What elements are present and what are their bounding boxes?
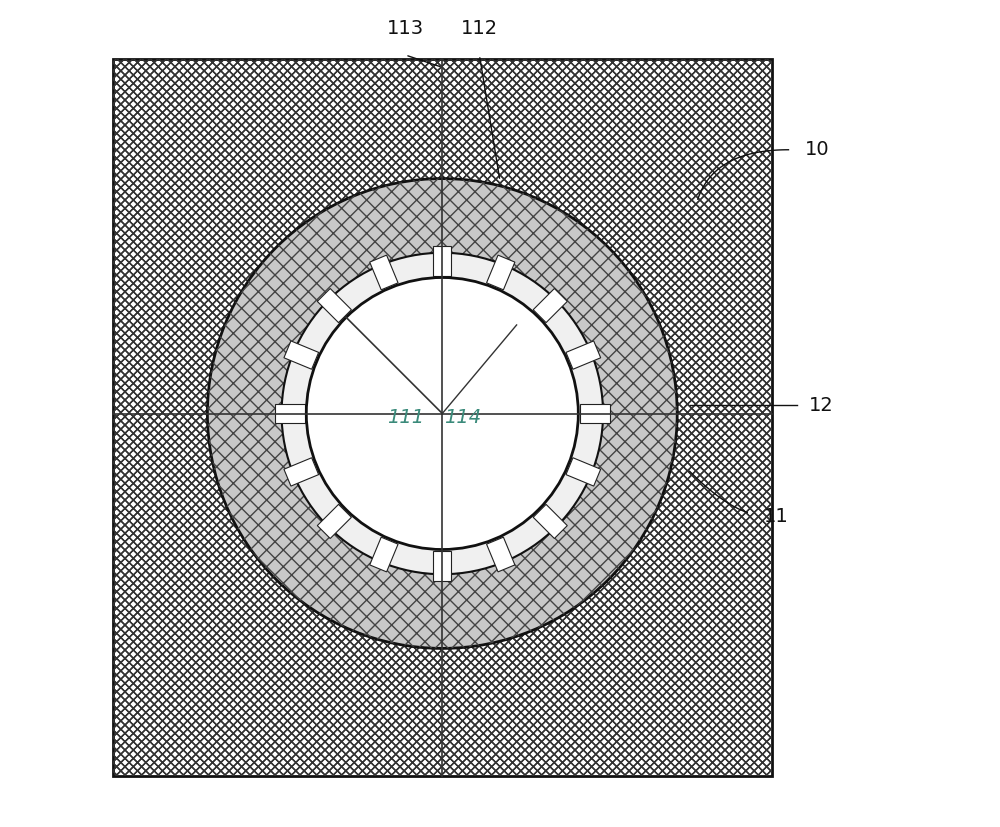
Polygon shape: [580, 404, 610, 423]
Text: 111: 111: [387, 408, 424, 427]
Polygon shape: [317, 504, 351, 538]
Circle shape: [207, 179, 677, 648]
Polygon shape: [487, 538, 515, 572]
Circle shape: [306, 278, 578, 549]
Polygon shape: [533, 504, 567, 538]
Polygon shape: [317, 289, 351, 323]
Polygon shape: [370, 255, 398, 289]
Bar: [113, 59, 772, 777]
Circle shape: [282, 253, 603, 574]
Polygon shape: [533, 289, 567, 323]
Text: 10: 10: [805, 141, 830, 160]
Polygon shape: [284, 341, 319, 370]
Polygon shape: [284, 457, 319, 486]
Polygon shape: [433, 551, 451, 581]
Polygon shape: [566, 457, 601, 486]
Polygon shape: [433, 246, 451, 276]
Text: 114: 114: [444, 408, 481, 427]
Polygon shape: [487, 255, 515, 289]
Text: 112: 112: [461, 20, 498, 39]
Text: 11: 11: [764, 507, 789, 526]
Bar: [113, 59, 772, 777]
Polygon shape: [275, 404, 305, 423]
Text: 113: 113: [387, 20, 424, 39]
Polygon shape: [370, 538, 398, 572]
Text: 12: 12: [809, 396, 834, 415]
Polygon shape: [566, 341, 601, 370]
